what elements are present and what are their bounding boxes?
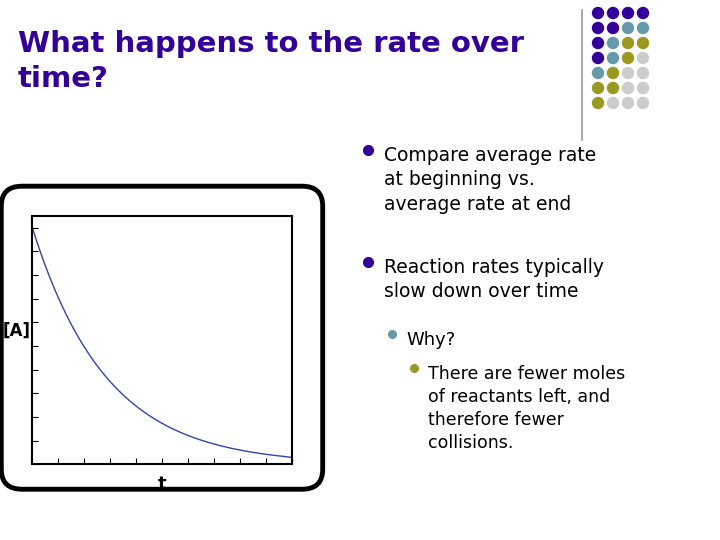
Text: What happens to the rate over: What happens to the rate over [18,30,524,58]
Circle shape [608,83,618,93]
Y-axis label: [A]: [A] [2,322,30,340]
Text: Compare average rate
at beginning vs.
average rate at end: Compare average rate at beginning vs. av… [384,146,596,213]
Circle shape [593,98,603,109]
Circle shape [593,83,603,93]
Circle shape [623,8,634,18]
Circle shape [623,37,634,49]
Circle shape [608,68,618,78]
Circle shape [637,52,649,64]
Circle shape [637,23,649,33]
Circle shape [608,23,618,33]
Circle shape [593,37,603,49]
Circle shape [637,98,649,109]
Circle shape [593,68,603,78]
Circle shape [637,8,649,18]
Circle shape [623,98,634,109]
Circle shape [593,8,603,18]
Circle shape [608,8,618,18]
Circle shape [637,68,649,78]
Circle shape [593,52,603,64]
Circle shape [608,98,618,109]
Text: There are fewer moles
of reactants left, and
therefore fewer
collisions.: There are fewer moles of reactants left,… [428,365,625,451]
Circle shape [637,37,649,49]
Text: Reaction rates typically
slow down over time: Reaction rates typically slow down over … [384,258,604,301]
Circle shape [623,23,634,33]
Text: time?: time? [18,65,109,93]
Circle shape [637,83,649,93]
Text: Why?: Why? [406,331,455,349]
Circle shape [623,68,634,78]
Circle shape [608,52,618,64]
Circle shape [623,52,634,64]
X-axis label: t: t [158,475,166,493]
Circle shape [623,83,634,93]
Circle shape [593,23,603,33]
Circle shape [608,37,618,49]
